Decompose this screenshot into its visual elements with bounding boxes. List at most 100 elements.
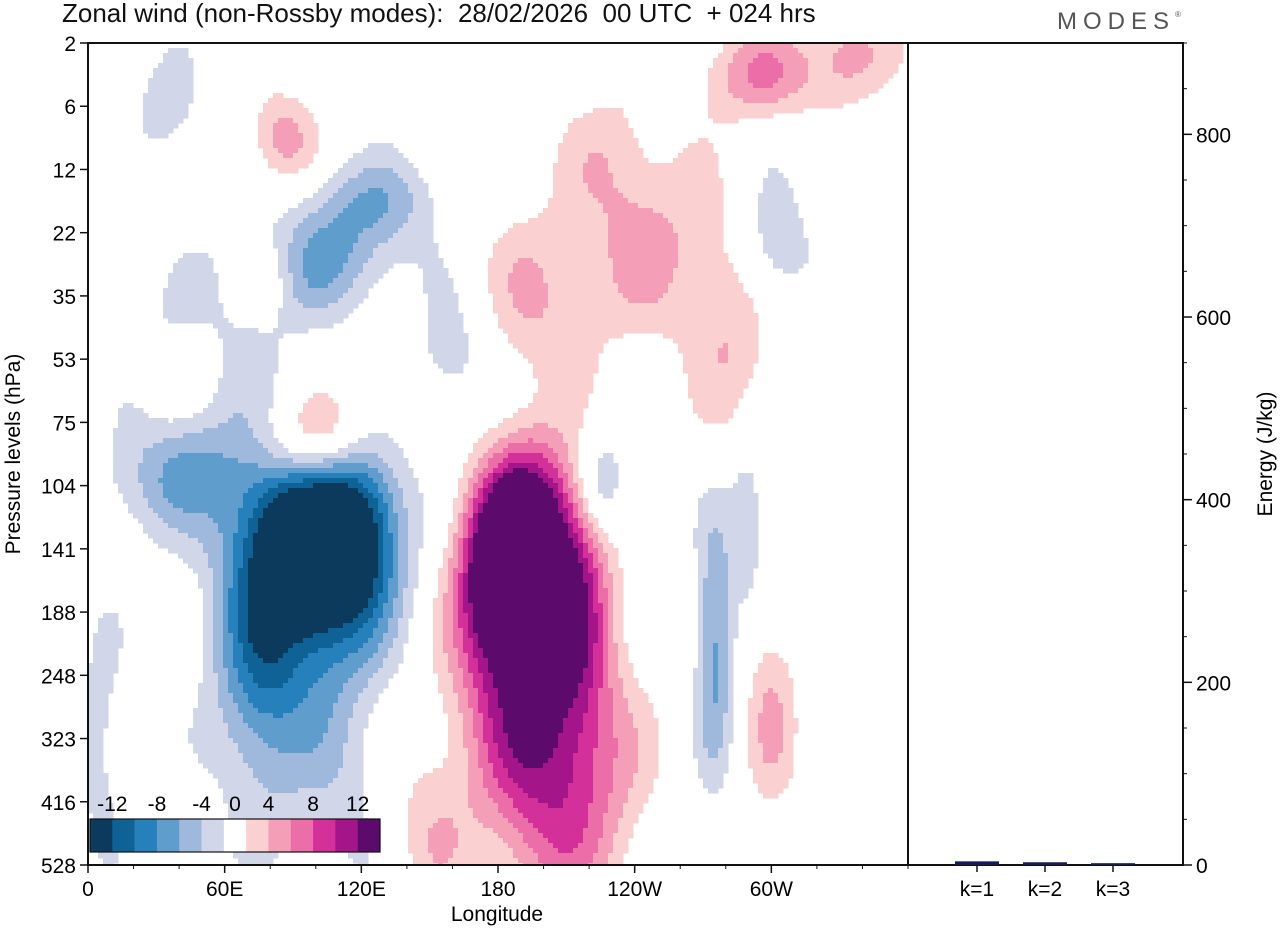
field-cell — [768, 208, 774, 214]
field-cell — [623, 293, 629, 299]
field-cell — [353, 223, 359, 229]
field-cell — [603, 258, 609, 264]
field-cell — [438, 348, 444, 354]
field-cell — [703, 328, 709, 334]
field-cell — [183, 418, 189, 424]
field-cell — [308, 228, 314, 234]
field-cell — [118, 418, 124, 424]
field-cell — [698, 328, 704, 334]
field-cell — [438, 298, 444, 304]
field-cell — [743, 293, 749, 299]
field-cell — [133, 438, 139, 444]
field-cell — [693, 388, 699, 394]
field-cell — [178, 278, 184, 284]
field-cell — [653, 278, 659, 284]
field-cell — [763, 183, 769, 189]
field-cell — [343, 163, 349, 169]
field-cell — [568, 173, 574, 179]
field-cell — [608, 138, 614, 144]
field-cell — [498, 263, 504, 269]
field-cell — [148, 118, 154, 124]
field-cell — [418, 218, 424, 224]
field-cell — [523, 243, 529, 249]
field-cell — [403, 168, 409, 174]
field-cell — [533, 418, 539, 424]
field-cell — [393, 198, 399, 204]
field-cell — [343, 458, 349, 464]
field-cell — [413, 198, 419, 204]
field-cell — [708, 273, 714, 279]
field-cell — [398, 228, 404, 234]
field-cell — [268, 398, 274, 404]
field-cell — [788, 253, 794, 259]
field-cell — [623, 153, 629, 159]
field-cell — [848, 93, 854, 99]
field-cell — [688, 288, 694, 294]
field-cell — [573, 138, 579, 144]
field-cell — [568, 348, 574, 354]
field-cell — [548, 458, 554, 464]
field-cell — [658, 288, 664, 294]
field-cell — [173, 83, 179, 89]
field-cell — [358, 243, 364, 249]
field-cell — [253, 418, 259, 424]
field-cell — [553, 198, 559, 204]
field-cell — [208, 268, 214, 274]
field-cell — [363, 453, 369, 459]
field-cell — [333, 453, 339, 459]
field-cell — [278, 113, 284, 119]
field-cell — [513, 278, 519, 284]
field-cell — [588, 278, 594, 284]
field-cell — [673, 173, 679, 179]
field-cell — [288, 453, 294, 459]
field-cell — [638, 163, 644, 169]
field-cell — [823, 78, 829, 84]
field-cell — [668, 303, 674, 309]
field-cell — [698, 348, 704, 354]
field-cell — [558, 458, 564, 464]
field-cell — [173, 118, 179, 124]
field-cell — [783, 238, 789, 244]
field-cell — [683, 293, 689, 299]
field-cell — [603, 153, 609, 159]
field-cell — [583, 173, 589, 179]
field-cell — [753, 338, 759, 344]
field-cell — [393, 443, 399, 449]
field-cell — [723, 63, 729, 69]
field-cell — [263, 103, 269, 109]
field-cell — [653, 233, 659, 239]
field-cell — [158, 98, 164, 104]
field-cell — [708, 148, 714, 154]
field-cell — [353, 263, 359, 269]
field-cell — [213, 393, 219, 399]
field-cell — [713, 363, 719, 369]
field-cell — [313, 428, 319, 434]
field-cell — [298, 123, 304, 129]
field-cell — [593, 243, 599, 249]
field-cell — [323, 303, 329, 309]
field-cell — [843, 78, 849, 84]
field-cell — [628, 153, 634, 159]
field-cell — [573, 178, 579, 184]
field-cell — [443, 358, 449, 364]
field-cell — [673, 273, 679, 279]
field-cell — [638, 193, 644, 199]
field-cell — [253, 413, 259, 419]
field-cell — [423, 208, 429, 214]
field-cell — [273, 143, 279, 149]
field-cell — [728, 308, 734, 314]
field-cell — [388, 443, 394, 449]
field-cell — [183, 458, 189, 464]
field-cell — [548, 443, 554, 449]
field-cell — [243, 373, 249, 379]
field-cell — [343, 208, 349, 214]
field-cell — [493, 288, 499, 294]
field-cell — [173, 448, 179, 454]
field-cell — [703, 223, 709, 229]
field-cell — [698, 383, 704, 389]
field-cell — [728, 413, 734, 419]
field-cell — [688, 388, 694, 394]
field-cell — [168, 428, 174, 434]
field-cell — [298, 153, 304, 159]
field-cell — [508, 418, 514, 424]
